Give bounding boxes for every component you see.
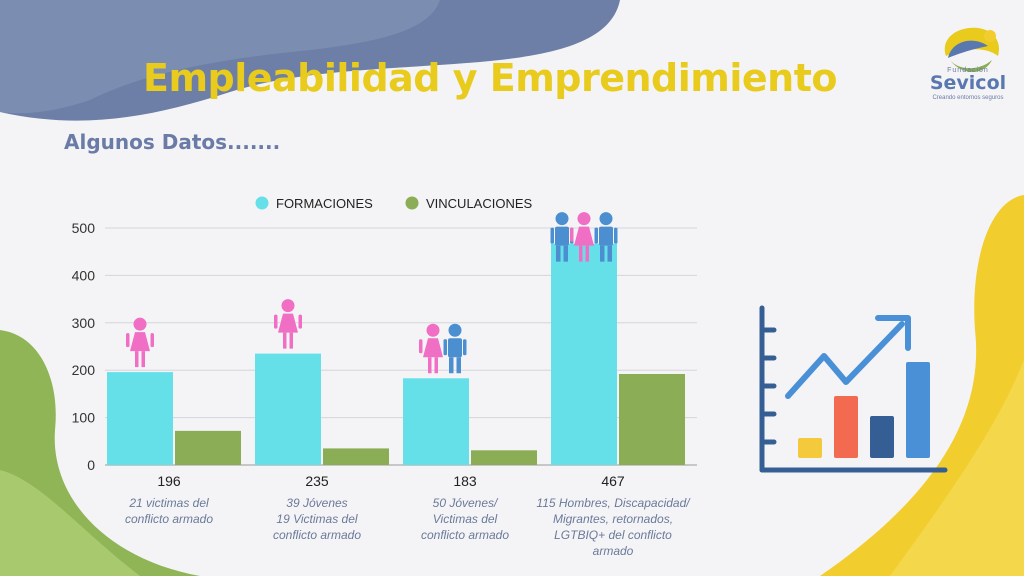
page-subtitle: Algunos Datos....... xyxy=(64,130,281,154)
y-tick-label: 100 xyxy=(72,410,96,426)
category-note: conflicto armado xyxy=(421,528,509,542)
growth-bar-3 xyxy=(870,416,894,458)
bar-formaciones xyxy=(107,372,173,465)
category-note: 50 Jóvenes/ xyxy=(433,496,499,510)
bar-vinculaciones xyxy=(471,450,537,465)
category-note: 115 Hombres, Discapacidad/ xyxy=(536,496,691,510)
category-note: 39 Jóvenes xyxy=(286,496,347,510)
category-label: 467 xyxy=(601,473,625,489)
bar-vinculaciones xyxy=(175,430,241,465)
y-tick-label: 300 xyxy=(72,315,96,331)
category-label: 183 xyxy=(453,473,477,489)
growth-chart-icon xyxy=(759,305,948,473)
growth-bar-2 xyxy=(834,396,858,458)
bar-formaciones xyxy=(551,243,617,465)
female-icon xyxy=(419,323,447,374)
category-label: 196 xyxy=(157,473,181,489)
logo-top-text: Fundación xyxy=(947,67,989,74)
bar-formaciones xyxy=(255,353,321,465)
bar-vinculaciones xyxy=(619,373,685,465)
category-label: 235 xyxy=(305,473,329,489)
legend-label-vinculaciones: VINCULACIONES xyxy=(426,196,533,211)
y-tick-label: 200 xyxy=(72,362,96,378)
category-note: LGTBIQ+ del conflicto xyxy=(554,528,672,542)
female-icon xyxy=(126,317,154,368)
bar-formaciones xyxy=(403,378,469,465)
growth-arrow-line xyxy=(785,321,905,399)
top-left-blob-light xyxy=(0,0,440,114)
category-note: armado xyxy=(593,544,634,558)
legend-swatch-formaciones xyxy=(255,196,269,210)
bottom-left-blob-light xyxy=(0,470,140,576)
growth-bar-4 xyxy=(906,362,930,458)
y-tick-label: 500 xyxy=(72,220,96,236)
category-note: Victimas del xyxy=(433,512,498,526)
legend-label-formaciones: FORMACIONES xyxy=(276,196,373,211)
growth-bar-1 xyxy=(798,438,822,458)
category-note: 21 victimas del xyxy=(128,496,209,510)
y-tick-label: 0 xyxy=(87,457,95,473)
category-note: conflicto armado xyxy=(125,512,213,526)
category-note: Migrantes, retornados, xyxy=(553,512,673,526)
bar-vinculaciones xyxy=(323,448,389,465)
female-icon xyxy=(570,212,598,262)
logo-wordmark: Sevicol xyxy=(929,72,1007,94)
legend-swatch-vinculaciones xyxy=(405,196,419,210)
page-title: Empleabilidad y Emprendimiento xyxy=(142,56,838,100)
category-note: 19 Victimas del xyxy=(276,512,357,526)
category-note: conflicto armado xyxy=(273,528,361,542)
growth-axes xyxy=(759,305,948,473)
growth-arrow-head xyxy=(875,315,911,351)
female-icon xyxy=(274,299,302,349)
bottom-right-blob-light xyxy=(890,360,1024,576)
male-icon xyxy=(443,323,467,374)
y-tick-label: 400 xyxy=(72,267,96,283)
logo-tagline: Creando entornos seguros xyxy=(932,95,1004,101)
male-icon xyxy=(550,212,574,262)
male-icon xyxy=(594,212,618,262)
sevicol-logo-icon xyxy=(944,27,1000,72)
